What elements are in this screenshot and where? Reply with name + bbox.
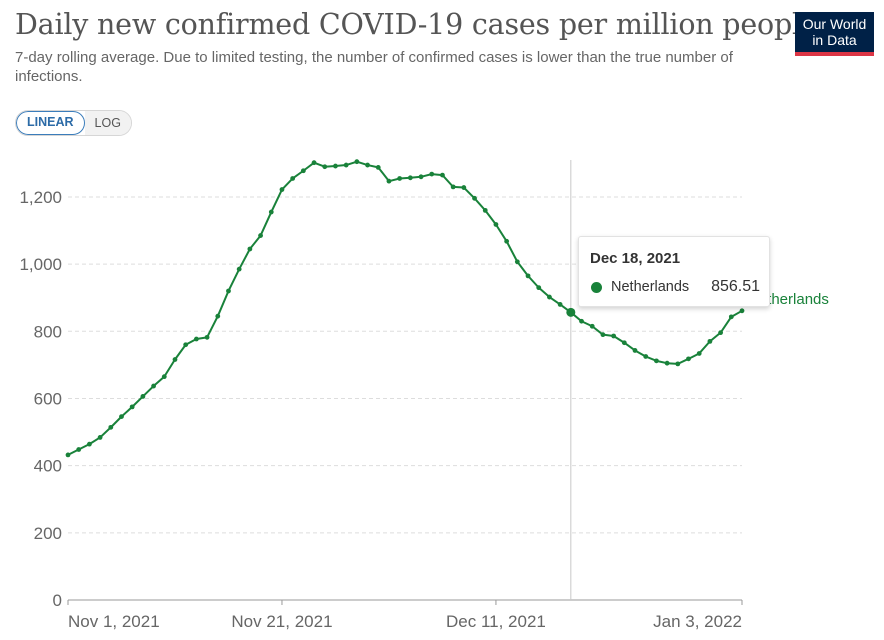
data-tooltip: Dec 18, 2021 Netherlands 856.51: [578, 236, 770, 307]
data-point: [686, 356, 691, 362]
series-netherlands[interactable]: Netherlands: [65, 159, 829, 458]
data-point: [654, 358, 659, 364]
data-point: [664, 360, 670, 366]
data-point: [407, 175, 413, 181]
y-tick-label: 400: [34, 457, 62, 476]
y-tick-label: 1,000: [19, 255, 62, 274]
data-point: [418, 174, 424, 180]
data-point: [119, 414, 124, 420]
y-tick-label: 200: [34, 524, 62, 543]
chart-title: Daily new confirmed COVID-19 cases per m…: [15, 8, 818, 41]
data-point: [65, 452, 71, 458]
data-point: [525, 273, 531, 279]
data-point: [450, 184, 456, 190]
data-point: [600, 332, 606, 338]
data-point: [161, 374, 167, 380]
data-point: [290, 176, 296, 181]
gridlines: [68, 196, 742, 534]
x-tick-label: Nov 21, 2021: [231, 612, 332, 631]
data-point: [386, 178, 392, 184]
x-tick-label: Jan 3, 2022: [653, 612, 742, 631]
linear-scale-button[interactable]: LINEAR: [16, 111, 85, 135]
data-point: [707, 338, 713, 344]
owid-logo[interactable]: Our World in Data: [795, 12, 874, 56]
data-point: [333, 163, 338, 169]
logo-line-1: Our World: [802, 16, 867, 32]
data-point: [557, 302, 563, 307]
data-point: [193, 336, 199, 342]
y-tick-label: 600: [34, 389, 62, 408]
data-point: [215, 313, 221, 319]
tooltip-value: 856.51: [711, 278, 760, 295]
data-point: [247, 246, 253, 252]
data-point: [172, 357, 178, 362]
data-point: [258, 233, 263, 238]
data-point: [643, 354, 649, 359]
y-tick-label: 1,200: [19, 188, 62, 207]
x-axis: Nov 1, 2021 Nov 21, 2021 Dec 11, 2021 Jan 3…: [67, 599, 743, 631]
logo-line-2: in Data: [812, 32, 857, 48]
scale-toggle: LINEAR LOG: [15, 110, 132, 136]
data-point: [151, 383, 156, 389]
data-point: [472, 195, 477, 201]
data-point: [397, 176, 403, 181]
data-point: [129, 404, 135, 410]
data-point: [632, 348, 638, 353]
data-point: [675, 361, 681, 367]
data-point: [611, 333, 617, 339]
data-point: [279, 187, 285, 192]
tooltip-series-name: Netherlands: [611, 279, 690, 295]
tooltip-series-dot: [591, 282, 602, 293]
data-point: [86, 441, 92, 447]
y-tick-label: 0: [53, 591, 62, 610]
data-point: [108, 424, 114, 430]
data-point: [493, 222, 499, 227]
y-tick-label: 800: [34, 322, 62, 341]
data-point: [375, 164, 381, 170]
data-point: [343, 162, 349, 168]
data-point: [365, 162, 370, 168]
data-point: [97, 435, 103, 440]
data-point: [236, 266, 242, 272]
data-point: [183, 342, 189, 348]
x-tick-label: Dec 11, 2021: [446, 612, 546, 631]
data-point: [226, 288, 231, 294]
x-tick-label: Nov 1, 2021: [68, 612, 160, 631]
data-point: [504, 238, 510, 244]
data-point: [76, 447, 82, 452]
log-scale-button[interactable]: LOG: [84, 111, 131, 135]
data-point: [589, 323, 595, 329]
data-point: [536, 285, 542, 291]
data-point: [514, 259, 520, 265]
data-point: [440, 172, 445, 178]
data-point: [621, 340, 627, 346]
tooltip-date: Dec 18, 2021: [590, 250, 681, 267]
data-point: [547, 294, 552, 300]
data-point: [579, 318, 584, 324]
data-point: [696, 351, 702, 356]
data-point: [461, 185, 467, 190]
y-axis-tick-labels: 0 200 400 600 800 1,000 1,200: [19, 188, 62, 610]
data-point: [429, 171, 435, 177]
data-point: [482, 207, 488, 213]
data-point: [268, 209, 274, 215]
data-point: [300, 168, 306, 174]
data-point: [322, 164, 328, 170]
data-point: [739, 308, 745, 314]
data-point: [140, 394, 146, 399]
data-point: [204, 334, 210, 340]
data-point: [311, 160, 317, 166]
data-point: [566, 307, 576, 317]
series-line: [67, 160, 743, 456]
data-point: [728, 314, 734, 320]
data-point: [354, 159, 360, 165]
chart-subtitle: 7-day rolling average. Due to limited te…: [15, 49, 733, 85]
data-point: [718, 330, 724, 336]
